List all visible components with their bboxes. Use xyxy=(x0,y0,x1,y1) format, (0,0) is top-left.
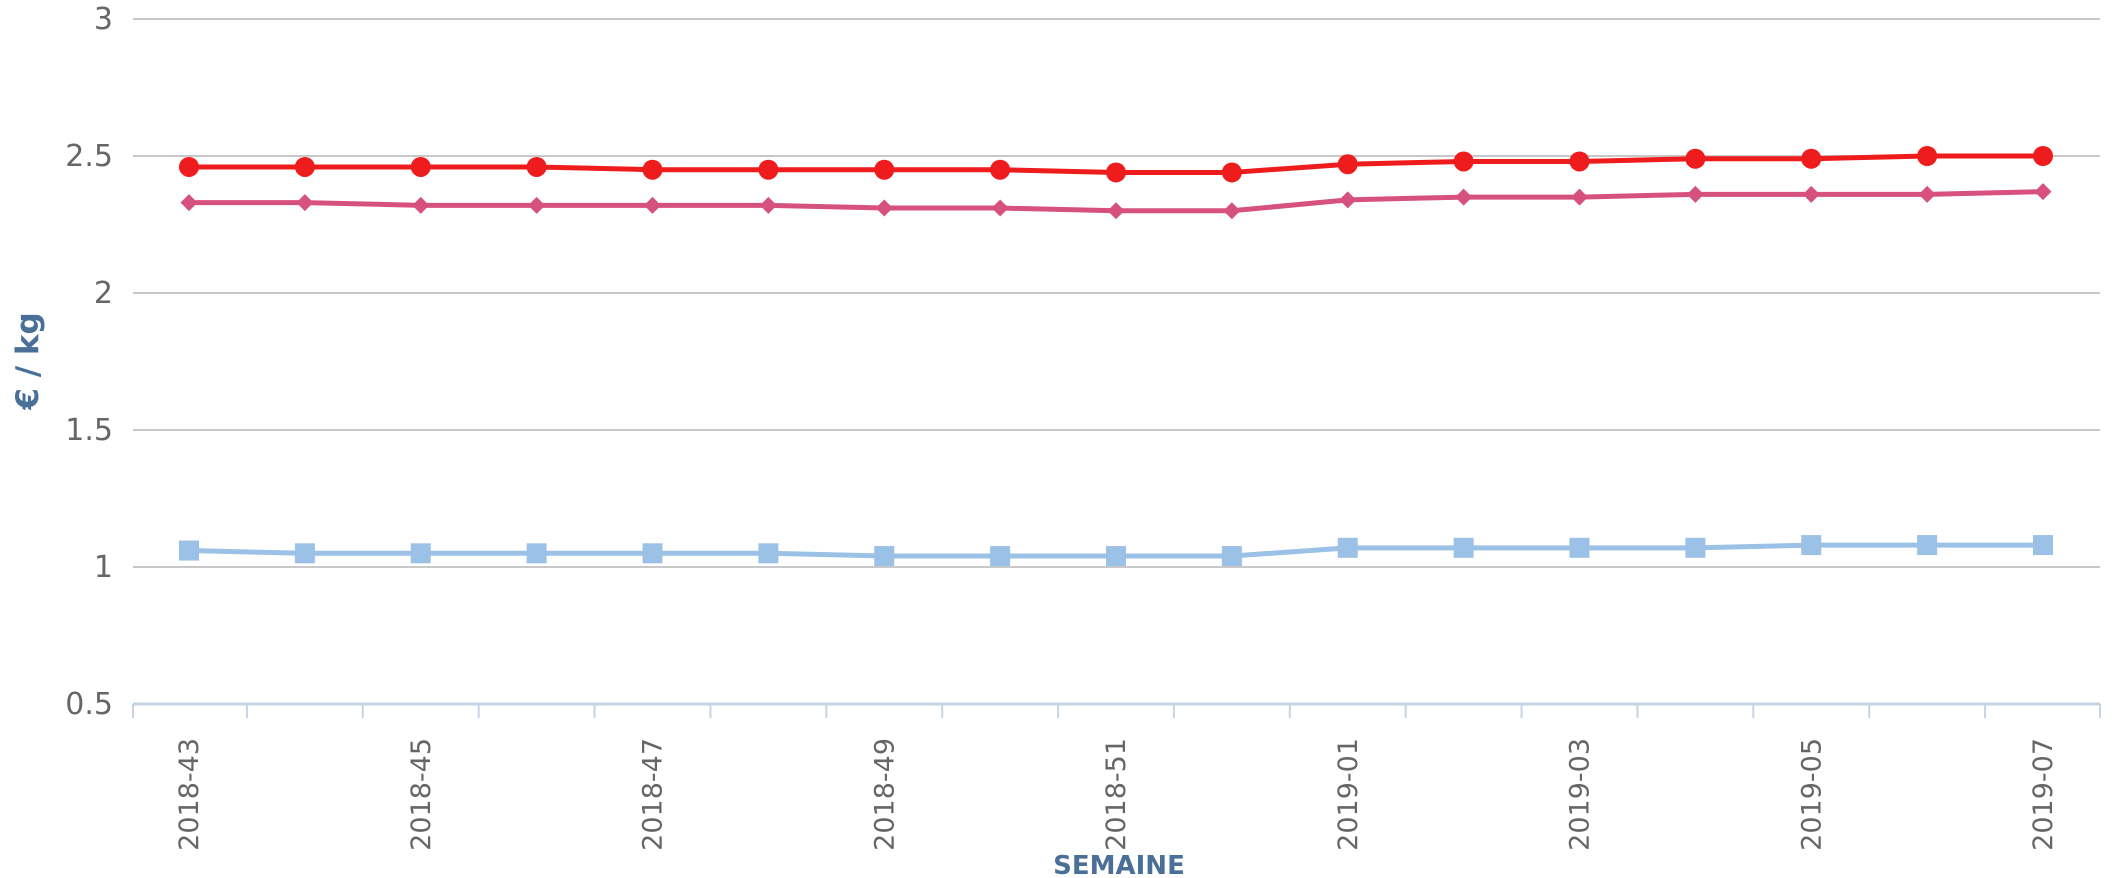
y-tick-label: 3 xyxy=(94,2,113,37)
data-point xyxy=(1337,537,1358,558)
data-point xyxy=(528,196,546,214)
x-tick-label: 2019-03 xyxy=(1565,738,1596,851)
series-circle xyxy=(179,146,2053,183)
gridlines xyxy=(133,18,2100,568)
data-point xyxy=(180,194,198,212)
data-point xyxy=(412,196,430,214)
data-point xyxy=(874,159,895,180)
data-point xyxy=(991,199,1009,217)
data-point xyxy=(179,156,199,177)
data-point xyxy=(1801,535,1822,556)
data-point xyxy=(1223,202,1241,220)
data-point xyxy=(1337,154,1358,175)
y-axis-ticks: 0.5 1 1.5 2 2.5 3 xyxy=(65,2,113,722)
data-point xyxy=(642,159,663,180)
data-point xyxy=(410,156,431,177)
series-group xyxy=(179,146,2053,567)
data-point xyxy=(1107,202,1125,220)
data-point xyxy=(1339,191,1357,209)
data-point xyxy=(1106,162,1126,183)
data-point xyxy=(1801,148,1822,169)
data-point xyxy=(2033,146,2053,166)
data-point xyxy=(990,546,1011,567)
y-tick-label: 1.5 xyxy=(65,413,113,448)
data-point xyxy=(1917,535,1938,556)
data-point xyxy=(1917,146,1938,166)
x-tick-label: 2019-07 xyxy=(2028,738,2059,851)
data-point xyxy=(1802,185,1820,203)
y-axis-title: € / kg xyxy=(10,312,46,410)
series-square xyxy=(179,535,2053,567)
y-tick-label: 0.5 xyxy=(65,687,113,722)
data-point xyxy=(179,540,199,561)
data-point xyxy=(1918,185,1936,203)
data-point xyxy=(758,159,779,180)
data-point xyxy=(1569,151,1590,172)
data-point xyxy=(1686,185,1704,203)
x-tick-label: 2018-49 xyxy=(869,738,900,851)
data-point xyxy=(1221,546,1242,567)
data-point xyxy=(642,543,663,564)
data-point xyxy=(1569,537,1590,558)
data-point xyxy=(875,199,893,217)
data-point xyxy=(1221,162,1242,183)
data-point xyxy=(526,156,547,177)
x-tick-label: 2018-47 xyxy=(638,738,669,851)
data-point xyxy=(1685,537,1706,558)
data-point xyxy=(296,194,314,212)
data-point xyxy=(1571,188,1588,206)
data-point xyxy=(2034,183,2052,201)
x-tick-label: 2018-43 xyxy=(174,738,205,851)
x-tick-label: 2018-45 xyxy=(406,738,437,851)
x-axis-title: SEMAINE xyxy=(1053,851,1185,878)
y-tick-label: 2.5 xyxy=(65,139,113,174)
x-tick-label: 2019-01 xyxy=(1333,738,1364,851)
data-point xyxy=(1453,151,1474,172)
data-point xyxy=(294,543,315,564)
series-diamond xyxy=(180,183,2052,220)
data-point xyxy=(1455,188,1473,206)
data-point xyxy=(410,543,431,564)
data-point xyxy=(759,196,777,214)
x-tick-label: 2019-05 xyxy=(1796,738,1827,851)
x-tick-label: 2018-51 xyxy=(1101,738,1132,851)
data-point xyxy=(2033,535,2053,556)
data-point xyxy=(1106,546,1126,567)
y-tick-label: 1 xyxy=(94,550,113,585)
data-point xyxy=(526,543,547,564)
data-point xyxy=(990,159,1011,180)
data-point xyxy=(1453,537,1474,558)
x-axis: 2018-43 2018-45 2018-47 2018-49 2018-51 2019-… xyxy=(132,702,2101,851)
data-point xyxy=(1685,148,1706,169)
data-point xyxy=(294,156,315,177)
data-point xyxy=(874,546,895,567)
data-point xyxy=(758,543,779,564)
y-tick-label: 2 xyxy=(94,276,113,311)
data-point xyxy=(644,196,661,214)
